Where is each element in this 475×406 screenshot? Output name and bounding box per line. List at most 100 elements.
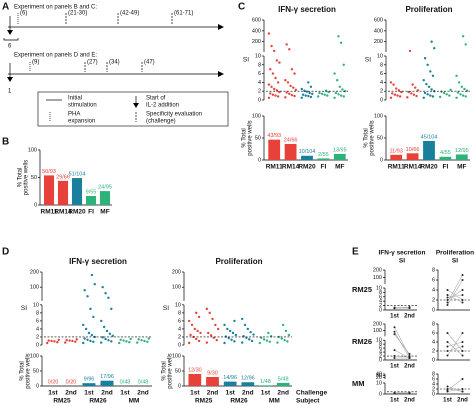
data-point <box>284 79 287 82</box>
y-tick-label: 2 <box>36 334 39 340</box>
pair-line <box>394 355 410 358</box>
data-point <box>83 289 86 292</box>
data-point <box>83 337 86 340</box>
data-point <box>215 338 218 342</box>
x-tick-label: RM20 <box>298 164 316 171</box>
data-point <box>233 340 236 343</box>
data-point <box>89 307 92 311</box>
value-label: 10/66 <box>406 147 420 153</box>
data-point <box>104 337 107 341</box>
arrow-head <box>218 71 224 77</box>
data-point <box>278 61 281 64</box>
data-point <box>86 295 89 298</box>
y-tick-label: 40 <box>376 371 382 377</box>
x-tick-label: 1st <box>390 314 399 320</box>
bar <box>99 191 111 205</box>
value-label: 12/95 <box>455 148 469 154</box>
data-point <box>448 94 451 97</box>
data-point <box>105 329 109 333</box>
pair-line <box>394 306 410 309</box>
y-tick-label: 8 <box>379 290 382 296</box>
y-tick-label: 400 <box>252 28 261 34</box>
data-point <box>292 86 295 89</box>
data-point <box>288 92 291 96</box>
x-tick-label: MF <box>335 164 344 171</box>
data-point <box>461 388 464 390</box>
value-label: 43/93 <box>267 133 281 139</box>
pair-line <box>447 341 463 347</box>
data-point <box>249 330 252 334</box>
y-tick-label: 200 <box>374 39 383 45</box>
data-point <box>274 76 277 80</box>
day-label: (21-30) <box>68 11 87 17</box>
y-tick-label: 2 <box>380 89 383 95</box>
data-point <box>414 86 417 89</box>
column-title: IFN-γ secretion <box>379 250 426 257</box>
data-point <box>129 337 132 341</box>
y-tick-label: 200 <box>172 269 181 275</box>
y-axis-label: positive wells <box>24 160 30 195</box>
group-label: MM <box>269 398 280 405</box>
x-tick-label: 2nd <box>277 390 289 397</box>
data-point <box>286 81 290 84</box>
data-point <box>464 43 467 46</box>
value-label: 5/48 <box>278 376 289 382</box>
data-point <box>300 87 303 91</box>
data-point <box>461 274 464 276</box>
bar <box>333 153 346 160</box>
legend-text: PHA <box>68 112 80 118</box>
value-label: 4/55 <box>440 150 451 156</box>
x-tick-label: RM14 <box>404 164 422 171</box>
data-point <box>128 340 131 344</box>
data-point <box>309 95 313 99</box>
y-tick-label: 600 <box>374 17 383 23</box>
y-tick-label: 2 <box>379 353 382 359</box>
data-point <box>223 323 226 327</box>
data-point <box>274 94 277 97</box>
bar <box>317 158 330 160</box>
legend-text: stimulation <box>68 103 97 109</box>
x-tick-label: MF <box>457 164 466 171</box>
data-point <box>243 323 247 327</box>
y-tick-label: 2 <box>178 334 181 340</box>
stim-marker <box>7 77 13 82</box>
data-point <box>307 94 310 98</box>
y-axis-label: positive wells <box>370 120 376 155</box>
data-point <box>446 289 449 291</box>
x-tick-label: 1st <box>225 390 235 397</box>
data-point <box>293 94 296 98</box>
pair-line <box>394 331 410 359</box>
data-point <box>320 92 324 96</box>
y-tick-label: 200 <box>30 269 39 275</box>
data-point <box>118 341 121 345</box>
y-axis-label: SI <box>21 305 27 312</box>
data-point <box>50 339 53 343</box>
data-point <box>273 49 276 53</box>
subplot-title: Proliferation <box>215 257 262 266</box>
y-tick-label: 10 <box>376 338 382 344</box>
data-point <box>460 85 463 89</box>
data-point <box>86 338 89 341</box>
y-tick-label: 100 <box>373 328 382 334</box>
data-point <box>137 338 140 341</box>
data-point <box>408 306 411 309</box>
bar <box>57 180 69 205</box>
y-tick-label: 100 <box>374 113 383 119</box>
data-point <box>393 392 396 395</box>
data-point <box>197 339 201 343</box>
bar <box>43 175 55 205</box>
y-tick-label: 100 <box>172 353 181 359</box>
data-point <box>309 85 313 89</box>
y-tick-label: 100 <box>373 275 382 281</box>
data-point <box>461 294 464 296</box>
data-point <box>446 294 449 296</box>
y-tick-label: 0 <box>380 157 383 163</box>
data-point <box>269 92 272 95</box>
x-tick-label: RM11 <box>41 209 58 216</box>
data-point <box>270 44 273 48</box>
y-tick-label: 0 <box>258 97 261 103</box>
y-axis-label: SI <box>365 57 371 64</box>
data-point <box>89 339 92 343</box>
value-label: 11/93 <box>390 148 403 154</box>
x-tick-label: 1st <box>84 390 94 397</box>
